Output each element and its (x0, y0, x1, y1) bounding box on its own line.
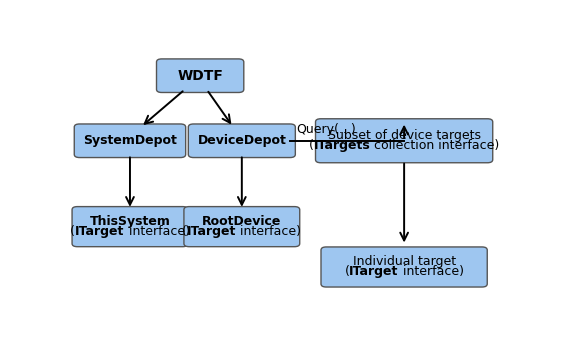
FancyBboxPatch shape (157, 59, 244, 93)
Text: collection interface): collection interface) (370, 139, 500, 152)
Text: (: ( (182, 225, 187, 238)
Text: Subset of device targets: Subset of device targets (328, 129, 481, 142)
Text: SystemDepot: SystemDepot (83, 134, 177, 147)
FancyBboxPatch shape (72, 207, 188, 247)
Text: interface): interface) (237, 225, 302, 238)
Text: (: ( (70, 225, 75, 238)
FancyBboxPatch shape (184, 207, 300, 247)
Text: ITarget: ITarget (349, 265, 399, 279)
Text: interface): interface) (125, 225, 190, 238)
Text: interface): interface) (399, 265, 464, 279)
Text: ThisSystem: ThisSystem (89, 215, 170, 228)
Text: WDTF: WDTF (177, 69, 223, 83)
Text: (: ( (308, 139, 314, 152)
FancyBboxPatch shape (74, 124, 186, 158)
Text: Individual target: Individual target (353, 256, 456, 268)
FancyBboxPatch shape (315, 119, 493, 163)
Text: ITarget: ITarget (75, 225, 125, 238)
Text: RootDevice: RootDevice (202, 215, 281, 228)
Text: ITargets: ITargets (314, 139, 370, 152)
FancyBboxPatch shape (321, 247, 487, 287)
Text: Query(...): Query(...) (297, 123, 357, 136)
Text: DeviceDepot: DeviceDepot (198, 134, 286, 147)
Text: (: ( (345, 265, 349, 279)
FancyBboxPatch shape (188, 124, 295, 158)
Text: ITarget: ITarget (187, 225, 237, 238)
